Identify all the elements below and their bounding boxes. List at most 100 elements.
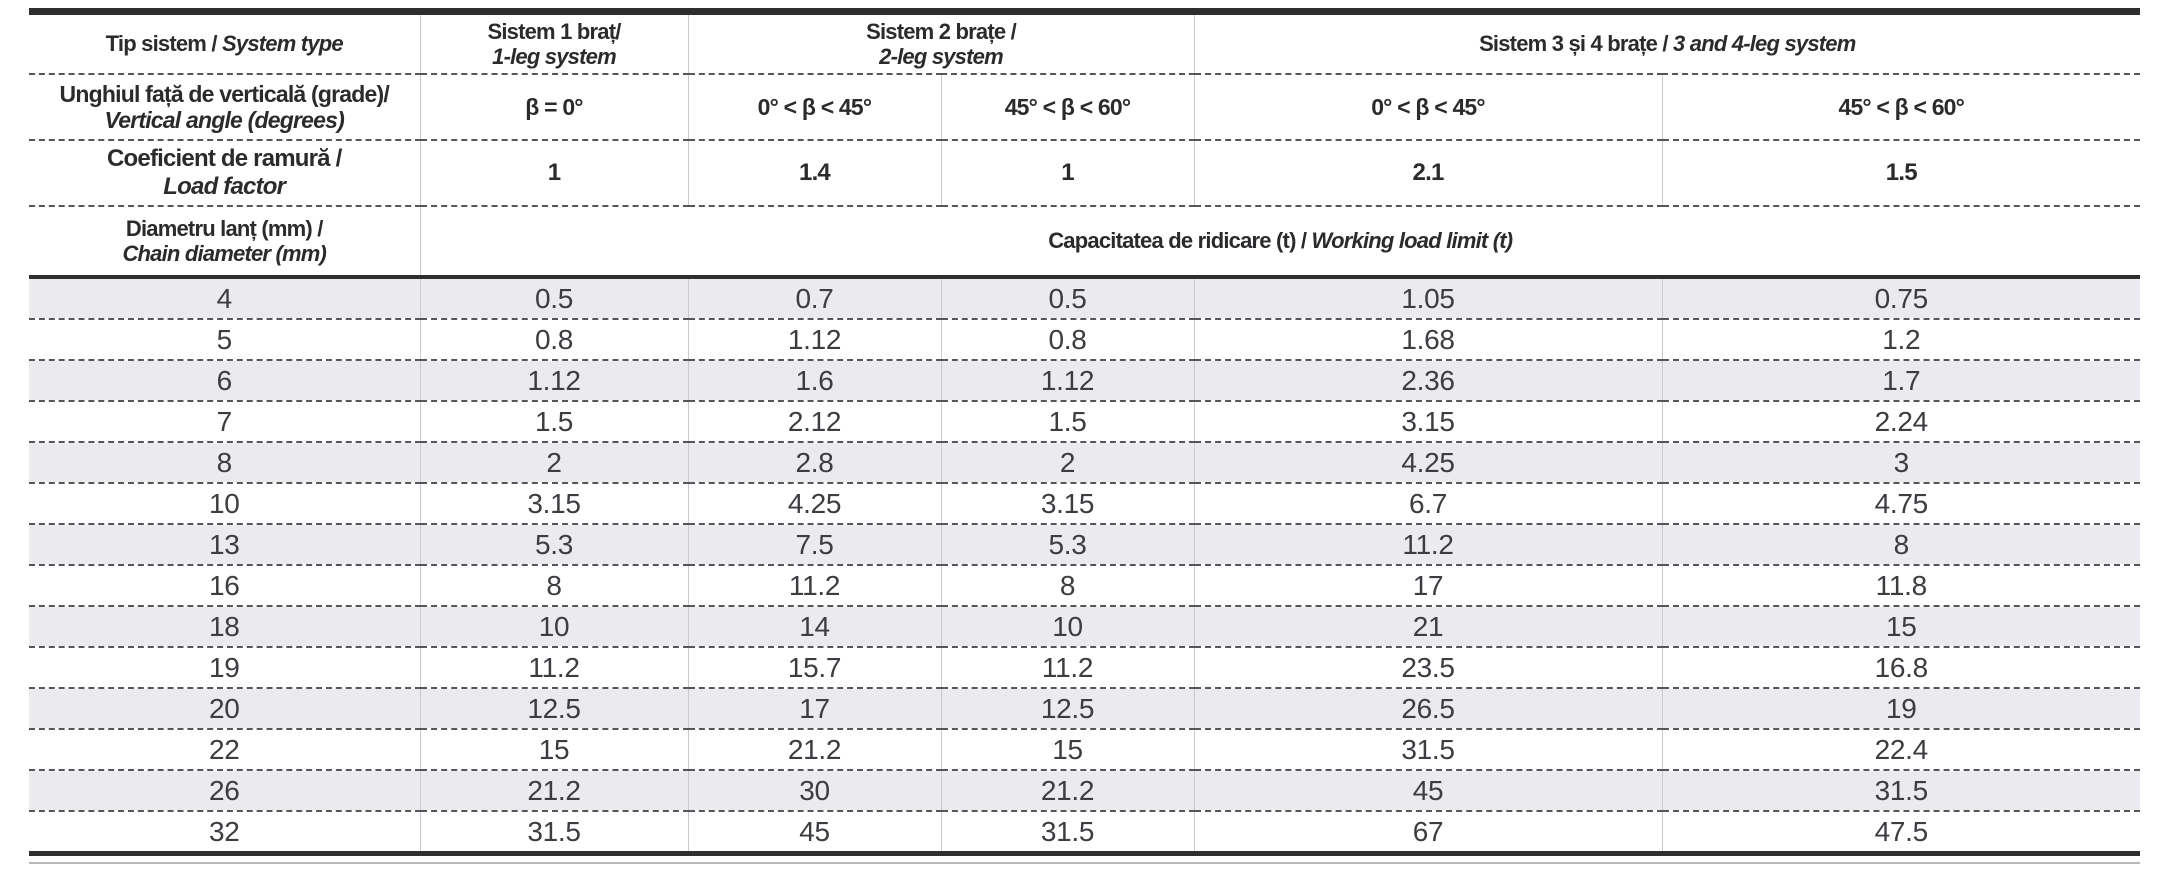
chain-diameter-label-ro: Diametru lanț (mm) /	[125, 215, 324, 241]
wll-value-cell: 3.15	[940, 483, 1195, 525]
wll-value-cell: 31.5	[419, 811, 688, 854]
table-header: Tip sistem / System type Sistem 1 braț/ …	[29, 11, 2141, 279]
wll-value-cell: 31.5	[1661, 770, 2141, 812]
system-2-leg-label-ro: Sistem 2 brațe /	[866, 18, 1017, 44]
chain-diameter-cell: 6	[29, 360, 420, 402]
table-row: 10 3.15 4.25 3.15 6.7 4.75	[29, 483, 2141, 525]
wll-value-cell: 8	[940, 565, 1195, 607]
wll-value-cell: 19	[1661, 688, 2141, 730]
wll-value-cell: 15	[1661, 606, 2141, 648]
wll-value-cell: 21.2	[419, 770, 688, 812]
chain-diameter-cell: 4	[29, 277, 420, 320]
wll-value-cell: 45	[1193, 770, 1663, 812]
wll-label-ro: Capacitatea de ridicare (t) /	[1048, 228, 1307, 254]
wll-value-cell: 6.7	[1193, 483, 1663, 525]
system-3-4-leg-label-ro: Sistem 3 și 4 brațe /	[1479, 31, 1668, 57]
wll-value-cell: 0.7	[687, 277, 941, 320]
table-row: 18 10 14 10 21 15	[29, 606, 2141, 648]
wll-value-cell: 11.2	[940, 647, 1195, 689]
wll-header-row: Diametru lanț (mm) / Chain diameter (mm)…	[29, 206, 2141, 279]
wll-value-cell: 17	[687, 688, 941, 730]
wll-label-en: Working load limit (t)	[1311, 228, 1514, 254]
system-3-4-leg-header-cell: Sistem 3 și 4 brațe / 3 and 4-leg system	[1193, 11, 2141, 75]
wll-value-cell: 5.3	[940, 524, 1195, 566]
wll-value-cell: 1.68	[1193, 319, 1663, 361]
system-2-leg-label-en: 2-leg system	[879, 44, 1004, 69]
chain-diameter-cell: 5	[29, 319, 420, 361]
table-row: 32 31.5 45 31.5 67 47.5	[29, 811, 2141, 854]
table-row: 19 11.2 15.7 11.2 23.5 16.8	[29, 647, 2141, 689]
wll-value-cell: 15	[940, 729, 1195, 771]
wll-value-cell: 0.8	[419, 319, 688, 361]
system-2-leg-header-cell: Sistem 2 brațe / 2-leg system	[687, 11, 1195, 75]
wll-value-cell: 11.2	[687, 565, 941, 607]
angle-cell: 0° < β < 45°	[1193, 74, 1663, 141]
wll-value-cell: 11.2	[419, 647, 688, 689]
wll-value-cell: 1.7	[1661, 360, 2141, 402]
chain-diameter-cell: 8	[29, 442, 420, 484]
angle-cell: β = 0°	[419, 74, 688, 141]
wll-value-cell: 15	[419, 729, 688, 771]
wll-value-cell: 10	[419, 606, 688, 648]
chain-diameter-cell: 18	[29, 606, 420, 648]
wll-value-cell: 4.25	[1193, 442, 1663, 484]
angle-cell: 45° < β < 60°	[1661, 74, 2141, 141]
wll-value-cell: 4.25	[687, 483, 941, 525]
wll-value-cell: 2.36	[1193, 360, 1663, 402]
load-factor-cell: 1	[419, 140, 688, 207]
load-factor-cell: 1.4	[687, 140, 941, 207]
chain-diameter-cell: 13	[29, 524, 420, 566]
load-factor-cell: 2.1	[1193, 140, 1663, 207]
chain-diameter-header-cell: Diametru lanț (mm) / Chain diameter (mm)	[29, 206, 420, 279]
wll-value-cell: 1.05	[1193, 277, 1663, 320]
wll-value-cell: 11.2	[1193, 524, 1663, 566]
chain-diameter-cell: 32	[208, 815, 240, 847]
wll-value-cell: 12.5	[419, 688, 688, 730]
wll-value-cell: 22.4	[1661, 729, 2141, 771]
system-type-label-en: System type	[222, 31, 344, 57]
wll-value-cell: 16.8	[1661, 647, 2141, 689]
system-type-header-cell: Tip sistem / System type	[29, 11, 420, 75]
wll-header-cell: Capacitatea de ridicare (t) / Working lo…	[419, 206, 2141, 279]
wll-value-cell: 5.3	[419, 524, 688, 566]
chain-diameter-cell: 20	[29, 688, 420, 730]
table-row: 22 15 21.2 15 31.5 22.4	[29, 729, 2141, 771]
wll-value-cell: 2.24	[1661, 401, 2141, 443]
table-row: 16 8 11.2 8 17 11.8	[29, 565, 2141, 607]
wll-value-cell: 3.15	[1193, 401, 1663, 443]
vertical-angle-row: Unghiul față de verticală (grade)/ Verti…	[29, 74, 2141, 141]
wll-value-cell: 21	[1193, 606, 1663, 648]
wll-value-cell: 23.5	[1193, 647, 1663, 689]
wll-value-cell: 0.75	[1661, 277, 2141, 320]
table-row: 5 0.8 1.12 0.8 1.68 1.2	[29, 319, 2141, 361]
vertical-angle-header-cell: Unghiul față de verticală (grade)/ Verti…	[29, 74, 420, 141]
chain-diameter-cell: 16	[29, 565, 420, 607]
wll-value-cell: 10	[940, 606, 1195, 648]
wll-value-cell: 17	[1193, 565, 1663, 607]
wll-value-cell: 15.7	[687, 647, 941, 689]
table-row: 4 0.5 0.7 0.5 1.05 0.75	[29, 277, 2141, 320]
chain-diameter-label-en: Chain diameter (mm)	[122, 241, 327, 266]
load-factor-label-ro: Coeficient de ramură /	[107, 145, 342, 173]
wll-value-cell: 30	[687, 770, 941, 812]
vertical-angle-label-ro: Unghiul față de verticală (grade)/	[59, 80, 390, 107]
load-factor-row: Coeficient de ramură / Load factor 1 1.4…	[29, 140, 2141, 207]
wll-value-cell: 21.2	[687, 729, 941, 771]
system-3-4-leg-label-en: 3 and 4-leg system	[1673, 31, 1856, 57]
wll-value-cell: 4.75	[1661, 483, 2141, 525]
wll-value-cell: 31.5	[1193, 729, 1663, 771]
system-type-label-ro: Tip sistem /	[105, 31, 218, 57]
wll-value-cell: 45	[687, 811, 941, 854]
table-row: 20 12.5 17 12.5 26.5 19	[29, 688, 2141, 730]
wll-value-cell: 1.12	[419, 360, 688, 402]
wll-value-cell: 1.12	[940, 360, 1195, 402]
load-factor-label-en: Load factor	[163, 173, 286, 200]
wll-value-cell: 0.5	[940, 277, 1195, 320]
chain-diameter-cell: 7	[29, 401, 420, 443]
system-type-row: Tip sistem / System type Sistem 1 braț/ …	[29, 11, 2141, 75]
angle-cell: 45° < β < 60°	[940, 74, 1195, 141]
wll-value-cell: 1.6	[687, 360, 941, 402]
chain-diameter-cell: 10	[29, 483, 420, 525]
load-factor-cell: 1	[940, 140, 1195, 207]
chain-diameter-cell: 26	[29, 770, 420, 812]
